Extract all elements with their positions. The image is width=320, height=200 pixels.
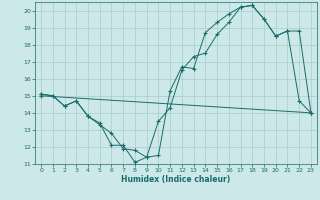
X-axis label: Humidex (Indice chaleur): Humidex (Indice chaleur) bbox=[121, 175, 231, 184]
